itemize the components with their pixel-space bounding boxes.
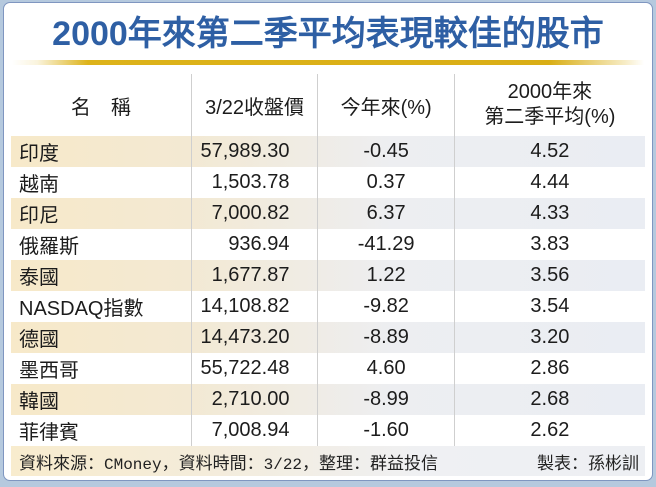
cell-ytd-percent: -8.99 [318, 384, 455, 415]
cell-market-name: NASDAQ指數 [11, 291, 192, 322]
cell-ytd-percent: -8.89 [318, 322, 455, 353]
cell-market-name: 越南 [11, 167, 192, 198]
header-q2-average: 2000年來 第二季平均(%) [484, 81, 616, 128]
cell-market-name: 俄羅斯 [11, 229, 192, 260]
header-ytd-percent: 今年來(%) [318, 74, 455, 136]
cell-q2-average: 3.56 [530, 264, 570, 286]
cell-close-price: 7,000.82 [192, 198, 319, 229]
table-row: 印尼 7,000.82 6.37 4.33 [11, 198, 645, 229]
source-note: 資料來源：CMoney，資料時間：3/22，整理：群益投信 [19, 449, 438, 474]
table-row: 泰國 1,677.87 1.22 3.56 [11, 260, 645, 291]
stock-table: 名 稱 3/22收盤價 今年來(%) 2000年來 第二季平均(%) 印度 57… [11, 74, 645, 476]
table-row: 印度 57,989.30 -0.45 4.52 [11, 136, 645, 167]
cell-ytd-percent: 1.22 [318, 260, 455, 291]
cell-q2-average: 2.86 [530, 357, 570, 379]
table-row: 俄羅斯 936.94 -41.29 3.83 [11, 229, 645, 260]
table-row: 菲律賓 7,008.94 -1.60 2.62 [11, 415, 645, 446]
time-value: 3/22 [263, 455, 303, 474]
cell-q2-average: 4.52 [530, 140, 570, 162]
cell-q2-average: 4.44 [530, 171, 570, 193]
cell-market-name: 德國 [11, 322, 192, 353]
cell-ytd-percent: -41.29 [318, 229, 455, 260]
table-row: 韓國 2,710.00 -8.99 2.68 [11, 384, 645, 415]
credit-note: 製表：孫彬訓 [537, 453, 639, 473]
header-name: 名 稱 [11, 74, 192, 136]
cell-close-price: 57,989.30 [192, 136, 319, 167]
source-value: CMoney [104, 455, 162, 474]
cell-ytd-percent: -9.82 [318, 291, 455, 322]
cell-close-price: 2,710.00 [192, 384, 319, 415]
cell-market-name: 泰國 [11, 260, 192, 291]
cell-market-name: 印度 [11, 136, 192, 167]
table-row: 德國 14,473.20 -8.89 3.20 [11, 322, 645, 353]
cell-ytd-percent: -1.60 [318, 415, 455, 446]
source-note-bar: 資料來源：CMoney，資料時間：3/22，整理：群益投信 製表：孫彬訓 [11, 446, 645, 476]
compiler-note: ，整理：群益投信 [302, 453, 439, 473]
table-row: 越南 1,503.78 0.37 4.44 [11, 167, 645, 198]
cell-q2-average: 3.20 [530, 326, 570, 348]
cell-ytd-percent: 4.60 [318, 353, 455, 384]
infographic-panel: 2000年來第二季平均表現較佳的股市 名 稱 3/22收盤價 今年來(%) 20… [3, 2, 653, 481]
table-body: 印度 57,989.30 -0.45 4.52 越南 1,503.78 0.37… [11, 136, 645, 446]
cell-close-price: 1,677.87 [192, 260, 319, 291]
table-row: NASDAQ指數 14,108.82 -9.82 3.54 [11, 291, 645, 322]
cell-market-name: 韓國 [11, 384, 192, 415]
cell-close-price: 14,473.20 [192, 322, 319, 353]
cell-ytd-percent: 0.37 [318, 167, 455, 198]
source-label: 資料來源： [19, 453, 104, 473]
cell-close-price: 55,722.48 [192, 353, 319, 384]
cell-close-price: 7,008.94 [192, 415, 319, 446]
cell-ytd-percent: 6.37 [318, 198, 455, 229]
cell-q2-average: 4.33 [530, 202, 570, 224]
time-label: ，資料時間： [161, 453, 264, 473]
table-row: 墨西哥 55,722.48 4.60 2.86 [11, 353, 645, 384]
cell-q2-average: 2.62 [530, 419, 570, 441]
cell-market-name: 墨西哥 [11, 353, 192, 384]
cell-close-price: 1,503.78 [192, 167, 319, 198]
title-underline-bar [12, 60, 644, 65]
cell-close-price: 936.94 [192, 229, 319, 260]
cell-q2-average: 2.68 [530, 388, 570, 410]
cell-market-name: 菲律賓 [11, 415, 192, 446]
cell-market-name: 印尼 [11, 198, 192, 229]
cell-q2-average: 3.83 [530, 233, 570, 255]
header-close-price: 3/22收盤價 [192, 74, 319, 136]
cell-ytd-percent: -0.45 [318, 136, 455, 167]
chart-title: 2000年來第二季平均表現較佳的股市 [52, 15, 604, 53]
cell-close-price: 14,108.82 [192, 291, 319, 322]
table-header-row: 名 稱 3/22收盤價 今年來(%) 2000年來 第二季平均(%) [11, 74, 645, 136]
cell-q2-average: 3.54 [530, 295, 570, 317]
